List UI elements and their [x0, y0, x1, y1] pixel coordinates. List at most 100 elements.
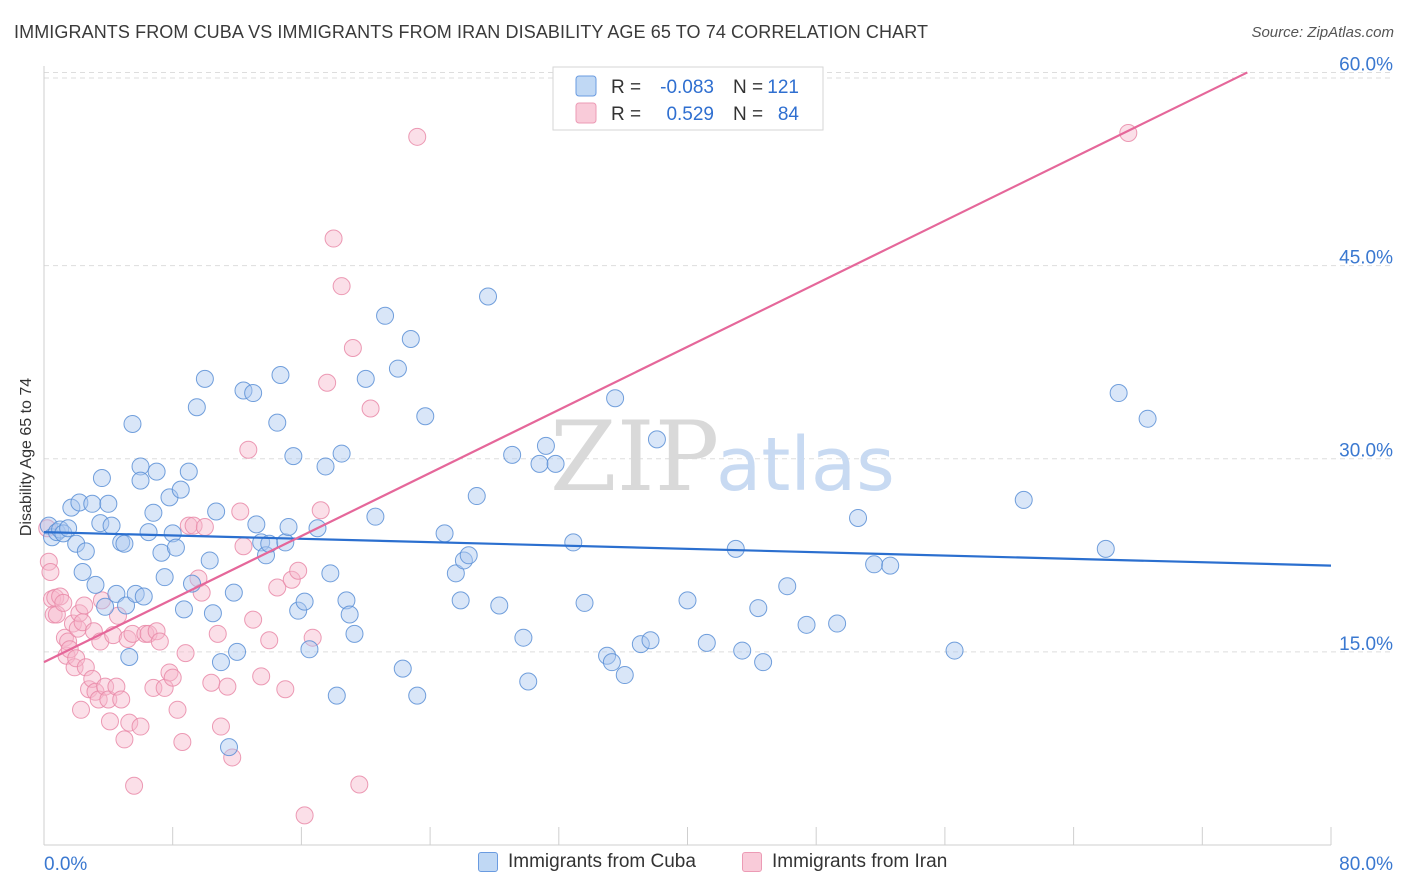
legend-frame — [552, 66, 824, 131]
cuba-point-5 — [59, 519, 78, 538]
cuba-point-26 — [131, 471, 150, 490]
y-tick-label-2: 45.0% — [1339, 248, 1393, 269]
iran-point-49 — [163, 668, 182, 687]
bottom-legend: Immigrants from Cuba Immigrants from Ira… — [0, 851, 1406, 879]
cuba-point-9 — [73, 563, 92, 582]
cuba-point-8 — [70, 493, 89, 512]
iran-point-58 — [202, 673, 221, 692]
cuba-point-47 — [224, 583, 243, 602]
cuba-point-21 — [117, 596, 136, 615]
cuba-point-58 — [279, 517, 298, 536]
watermark: ZIP atlas — [550, 401, 895, 513]
legend-n-value-cuba: 121 — [767, 77, 799, 98]
iran-point-82 — [408, 127, 427, 146]
iran-point-59 — [208, 624, 227, 643]
cuba-point-61 — [295, 592, 314, 611]
cuba-point-7 — [67, 534, 86, 553]
iran-point-46 — [150, 632, 169, 651]
legend-swatch-iran-bottom — [742, 852, 762, 872]
iran-point-50 — [168, 700, 187, 719]
cuba-point-116 — [1096, 539, 1115, 558]
cuba-point-90 — [530, 454, 549, 473]
cuba-point-17 — [102, 516, 121, 535]
cuba-point-48 — [228, 642, 247, 661]
iran-point-80 — [350, 775, 369, 794]
watermark-zip: ZIP — [550, 401, 719, 513]
cuba-point-88 — [514, 628, 533, 647]
cuba-point-115 — [1014, 490, 1033, 509]
cuba-point-80 — [446, 564, 465, 583]
iran-point-40 — [125, 776, 144, 795]
cuba-point-97 — [602, 653, 621, 672]
cuba-point-32 — [155, 568, 174, 587]
cuba-point-105 — [733, 641, 752, 660]
cuba-point-13 — [91, 514, 110, 533]
cuba-point-43 — [203, 604, 222, 623]
cuba-point-56 — [271, 366, 290, 385]
legend-item-cuba[interactable]: Immigrants from Cuba — [478, 851, 696, 873]
iran-point-41 — [131, 717, 150, 736]
cuba-point-109 — [797, 615, 816, 634]
cuba-point-113 — [881, 556, 900, 575]
iran-trend-line — [43, 71, 1248, 664]
cuba-point-85 — [479, 287, 498, 306]
iran-point-78 — [332, 277, 351, 296]
cuba-point-67 — [332, 444, 351, 463]
iran-point-36 — [115, 730, 134, 749]
cuba-point-38 — [179, 462, 198, 481]
cuba-points — [39, 287, 1157, 757]
iran-point-18 — [72, 700, 91, 719]
iran-point-21 — [76, 658, 95, 677]
chart-title: IMMIGRANTS FROM CUBA VS IMMIGRANTS FROM … — [14, 22, 929, 42]
iran-point-63 — [231, 502, 250, 521]
iran-point-72 — [289, 561, 308, 580]
legend-item-iran[interactable]: Immigrants from Iran — [742, 851, 947, 873]
cuba-point-114 — [945, 641, 964, 660]
cuba-point-46 — [220, 738, 239, 757]
cuba-point-29 — [144, 503, 163, 522]
cuba-point-11 — [83, 494, 102, 513]
iran-point-76 — [318, 373, 337, 392]
cuba-point-82 — [454, 551, 473, 570]
cuba-point-93 — [564, 533, 583, 552]
cuba-point-18 — [107, 584, 126, 603]
legend-label-cuba: Immigrants from Cuba — [508, 851, 696, 872]
iran-point-69 — [268, 578, 287, 597]
iran-point-51 — [173, 732, 192, 751]
cuba-point-57 — [276, 533, 295, 552]
cuba-point-70 — [345, 624, 364, 643]
y-tick-label-3: 60.0% — [1339, 54, 1393, 75]
cuba-point-81 — [451, 591, 470, 610]
cuba-point-55 — [268, 413, 287, 432]
cuba-point-92 — [546, 454, 565, 473]
cuba-point-89 — [519, 672, 538, 691]
cuba-point-72 — [366, 507, 385, 526]
cuba-point-74 — [388, 359, 407, 378]
iran-point-20 — [75, 596, 94, 615]
cuba-point-86 — [490, 596, 509, 615]
iran-point-79 — [343, 338, 362, 357]
cuba-point-77 — [408, 686, 427, 705]
iran-point-62 — [223, 748, 242, 767]
cuba-point-103 — [697, 633, 716, 652]
iran-point-53 — [179, 516, 198, 535]
iran-point-31 — [100, 712, 119, 731]
iran-point-75 — [311, 501, 330, 520]
iran-point-48 — [160, 663, 179, 682]
cuba-point-78 — [416, 407, 435, 426]
cuba-point-107 — [754, 653, 773, 672]
x-tick-label-1: 80.0% — [1339, 854, 1393, 875]
cuba-point-101 — [647, 430, 666, 449]
cuba-point-41 — [195, 369, 214, 388]
cuba-trend-line — [43, 531, 1332, 567]
cuba-point-111 — [849, 508, 868, 527]
cuba-point-34 — [163, 524, 182, 543]
cuba-point-30 — [147, 462, 166, 481]
axis-layer — [43, 66, 1332, 846]
cuba-point-91 — [536, 436, 555, 455]
cuba-point-25 — [131, 457, 150, 476]
cuba-point-108 — [778, 577, 797, 596]
y-tick-label-0: 15.0% — [1339, 634, 1393, 655]
cuba-point-98 — [615, 666, 634, 685]
cuba-point-36 — [171, 480, 190, 499]
